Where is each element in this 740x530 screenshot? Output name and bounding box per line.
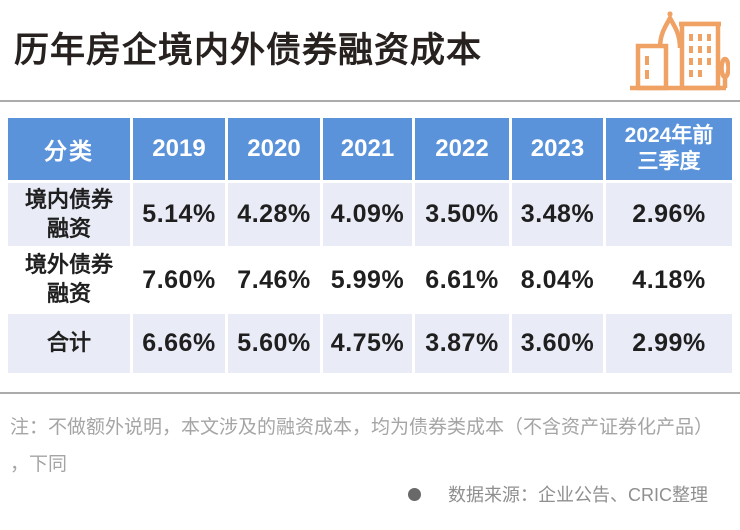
header-cell-2024q3-label: 2024年前三季度 xyxy=(624,123,714,173)
data-cell: 3.50% xyxy=(415,183,509,246)
row-label-total: 合计 xyxy=(8,314,130,373)
buildings-icon xyxy=(630,11,730,91)
data-cell: 4.75% xyxy=(323,314,412,373)
cost-table: 分类 2019 2020 2021 2022 2023 2024年前三季度 境内… xyxy=(8,118,732,373)
header-cell-category: 分类 xyxy=(8,118,130,180)
data-source-text: 数据来源：企业公告、CRIC整理 xyxy=(448,485,708,505)
divider-top xyxy=(0,100,740,102)
data-cell: 7.46% xyxy=(228,249,320,311)
data-cell: 2.99% xyxy=(606,314,732,373)
source-row: 数据来源：企业公告、CRIC整理 xyxy=(0,481,740,507)
header-cell-2019: 2019 xyxy=(133,118,225,180)
row-label-domestic-text: 境内债券融资 xyxy=(24,186,113,241)
data-cell: 6.66% xyxy=(133,314,225,373)
data-cell: 4.28% xyxy=(228,183,320,246)
data-cell: 5.60% xyxy=(228,314,320,373)
data-cell: 6.61% xyxy=(415,249,509,311)
data-cell: 7.60% xyxy=(133,249,225,311)
data-cell: 4.09% xyxy=(323,183,412,246)
header-cell-2022: 2022 xyxy=(415,118,509,180)
data-cell: 3.87% xyxy=(415,314,509,373)
data-cell: 5.99% xyxy=(323,249,412,311)
data-cell: 2.96% xyxy=(606,183,732,246)
page-title: 历年房企境内外债券融资成本 xyxy=(14,31,483,70)
data-cell: 4.18% xyxy=(606,249,732,311)
divider-bottom xyxy=(0,392,740,394)
bullet-icon xyxy=(408,488,421,501)
header-cell-2023: 2023 xyxy=(512,118,603,180)
header-cell-2024q3: 2024年前三季度 xyxy=(606,118,732,180)
footnote-line-2: ，下同 xyxy=(10,454,68,475)
footnote: 注：不做额外说明，本文涉及的融资成本，均为债券类成本（不含资产证券化产品） ，下… xyxy=(10,409,734,483)
header-cell-2020: 2020 xyxy=(228,118,320,180)
data-cell: 5.14% xyxy=(133,183,225,246)
row-label-overseas-text: 境外债券融资 xyxy=(24,252,113,306)
row-label-domestic: 境内债券融资 xyxy=(8,183,130,246)
data-cell: 3.48% xyxy=(512,183,603,246)
header-cell-2021: 2021 xyxy=(323,118,412,180)
row-label-overseas: 境外债券融资 xyxy=(8,249,130,311)
data-cell: 3.60% xyxy=(512,314,603,373)
data-cell: 8.04% xyxy=(512,249,603,311)
footnote-line-1: 注：不做额外说明，本文涉及的融资成本，均为债券类成本（不含资产证券化产品） xyxy=(10,417,714,438)
